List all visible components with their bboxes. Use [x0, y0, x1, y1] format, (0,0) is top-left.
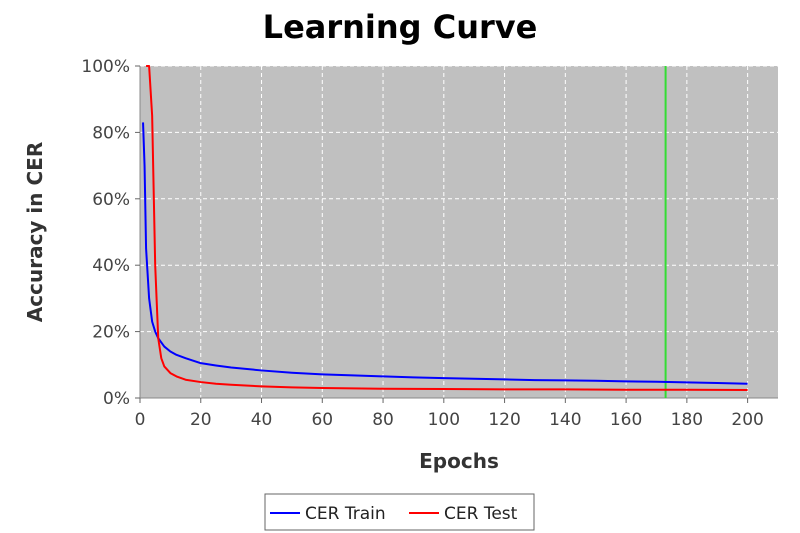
y-axis-ticks: 0% 20% 40% 60% 80% 100%	[81, 57, 140, 409]
x-tick-label: 60	[311, 410, 333, 430]
y-tick-label: 80%	[92, 123, 130, 143]
y-tick-label: 0%	[103, 389, 130, 409]
axes	[139, 66, 778, 399]
x-tick-label: 20	[190, 410, 212, 430]
x-tick-label: 120	[488, 410, 520, 430]
x-tick-label: 0	[135, 410, 146, 430]
legend-label-cer-test: CER Test	[444, 504, 518, 524]
x-tick-label: 80	[372, 410, 394, 430]
legend-box	[264, 493, 535, 531]
y-tick-label: 100%	[81, 57, 130, 77]
series-line-cer-test	[146, 65, 748, 392]
x-tick-label: 180	[671, 410, 703, 430]
y-tick-label: 40%	[92, 256, 130, 276]
x-tick-label: 200	[731, 410, 763, 430]
x-tick-label: 40	[251, 410, 273, 430]
y-tick-label: 60%	[92, 190, 130, 210]
grid	[139, 65, 778, 398]
y-axis-label: Accuracy in CER	[23, 142, 47, 322]
x-tick-label: 160	[610, 410, 642, 430]
chart-title: Learning Curve	[263, 8, 538, 46]
legend-label-cer-train: CER Train	[305, 504, 386, 524]
series-group	[142, 65, 748, 392]
y-tick-label: 20%	[92, 323, 130, 343]
x-tick-label: 100	[428, 410, 460, 430]
x-axis-label: Epochs	[419, 449, 499, 473]
legend: CER Train CER Test	[264, 493, 535, 531]
plot-area	[140, 66, 778, 398]
x-tick-label: 140	[549, 410, 581, 430]
series-line-cer-train	[142, 122, 748, 385]
x-axis-ticks: 0 20 40 60 80 100 120 140 160 180 200	[135, 398, 764, 430]
